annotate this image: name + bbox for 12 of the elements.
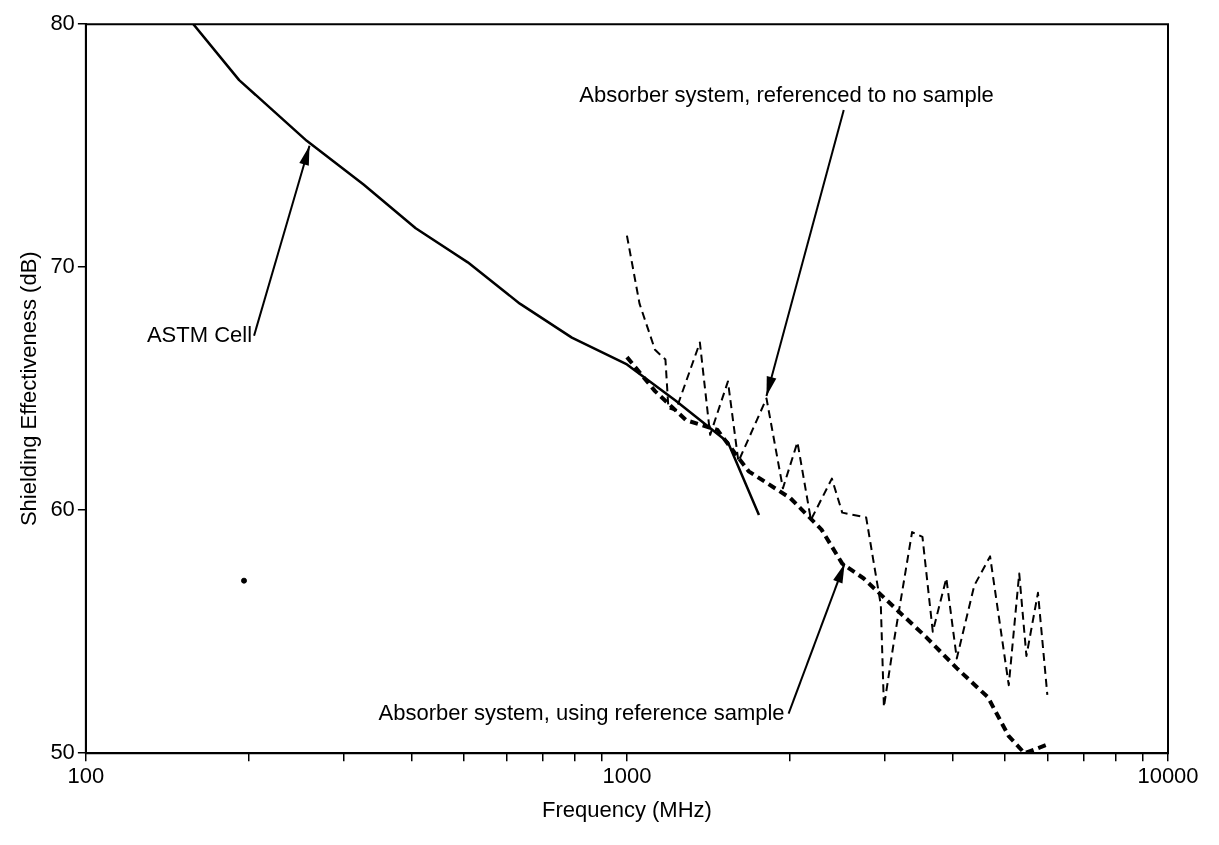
x-tick-label: 1000: [602, 763, 652, 789]
y-axis-title: Shielding Effectiveness (dB): [16, 251, 42, 527]
x-tick-label: 100: [67, 763, 105, 789]
y-tick-label: 50: [50, 739, 75, 765]
annotation: Absorber system, using reference sample: [378, 699, 785, 725]
annotation: ASTM Cell: [146, 321, 253, 347]
y-tick-label: 80: [50, 10, 75, 36]
y-tick-label: 70: [50, 253, 75, 279]
annotation: Absorber system, referenced to no sample: [579, 82, 994, 108]
y-tick-label: 60: [50, 496, 75, 522]
x-axis-title: Frequency (MHz): [541, 796, 712, 822]
x-tick-label: 10000: [1137, 763, 1199, 789]
